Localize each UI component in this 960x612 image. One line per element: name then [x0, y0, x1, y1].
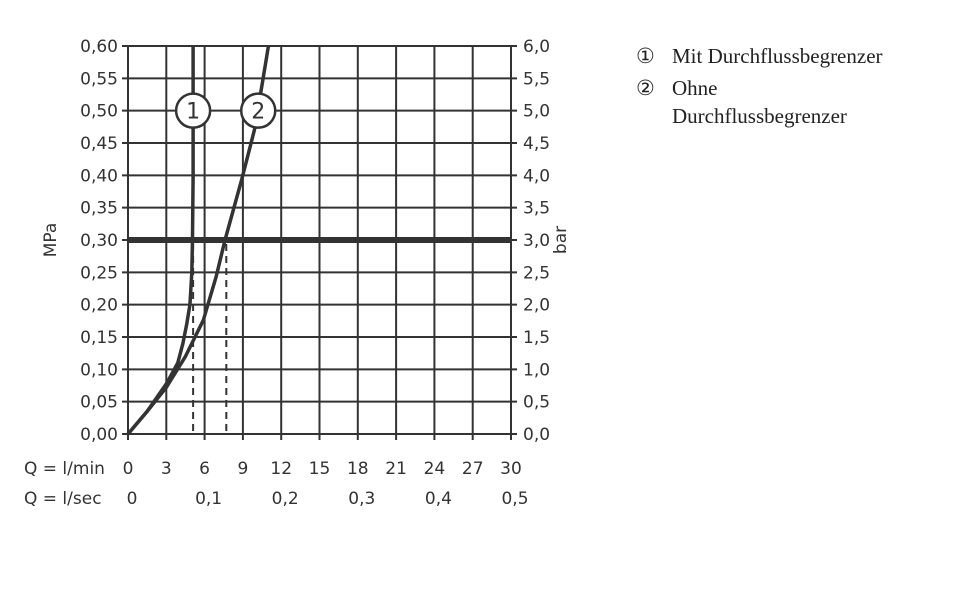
series-label-circle-2: [239, 92, 277, 129]
x2-tick-label: 0,2: [272, 489, 299, 509]
y-tick-label: 0,15: [80, 328, 118, 348]
legend: ① Mit Durchflussbegrenzer ② Ohne Durchfl…: [636, 42, 892, 134]
y-tick-label: 0,05: [80, 393, 118, 413]
series-label-1: 1: [186, 100, 200, 125]
y-tick-label: 0,60: [80, 37, 118, 57]
y2-tick-label: 6,0: [523, 37, 550, 57]
x-tick-label: 12: [270, 459, 292, 479]
y2-tick-label: 3,5: [523, 199, 550, 219]
y2-tick-label: 4,0: [523, 166, 550, 186]
y-tick-label: 0,50: [80, 102, 118, 122]
y-tick-label: 0,00: [80, 425, 118, 445]
x2-tick-label: 0,3: [348, 489, 375, 509]
legend-number: ①: [636, 44, 655, 68]
y-tick-label: 0,40: [80, 166, 118, 186]
y-tick-label: 0,30: [80, 231, 118, 251]
y-tick-label: 0,35: [80, 199, 118, 219]
y2-tick-label: 1,5: [523, 328, 550, 348]
x-tick-label: 21: [385, 459, 407, 479]
y-tick-label: 0,25: [80, 263, 118, 283]
y-tick-label: 0,45: [80, 134, 118, 154]
x2-tick-label: 0,5: [501, 489, 528, 509]
y-tick-label: 0,10: [80, 360, 118, 380]
legend-text: Mit Durchflussbegrenzer: [672, 44, 883, 68]
y2-axis-label: bar: [551, 226, 571, 254]
y2-tick-label: 2,0: [523, 296, 550, 316]
y2-tick-label: 1,0: [523, 360, 550, 380]
y-tick-label: 0,20: [80, 296, 118, 316]
x-tick-label: 6: [199, 459, 210, 479]
x-tick-label: 24: [424, 459, 446, 479]
x2-tick-label: 0,4: [425, 489, 452, 509]
legend-item-2: ② Ohne Durchflussbegrenzer: [636, 74, 892, 130]
y2-tick-label: 0,0: [523, 425, 550, 445]
x-tick-label: 3: [161, 459, 172, 479]
y2-tick-label: 5,5: [523, 69, 550, 89]
x-axis-label: Q = l/min: [24, 459, 105, 479]
y2-tick-label: 3,0: [523, 231, 550, 251]
y2-tick-label: 4,5: [523, 134, 550, 154]
x-tick-label: 18: [347, 459, 369, 479]
y2-tick-label: 5,0: [523, 102, 550, 122]
x2-tick-label: 0: [127, 489, 138, 509]
legend-number: ②: [636, 76, 655, 100]
x-tick-label: 9: [237, 459, 248, 479]
x2-axis-label: Q = l/sec: [24, 489, 102, 509]
x-tick-label: 30: [500, 459, 522, 479]
series-label-2: 2: [251, 100, 265, 125]
x2-tick-label: 0,1: [195, 489, 222, 509]
y2-tick-label: 0,5: [523, 393, 550, 413]
legend-item-1: ① Mit Durchflussbegrenzer: [636, 42, 892, 70]
x-tick-label: 27: [462, 459, 484, 479]
y2-tick-label: 2,5: [523, 263, 550, 283]
series-label-circle-1: [174, 92, 212, 129]
legend-text: Ohne Durchflussbegrenzer: [672, 76, 847, 128]
x-tick-label: 0: [123, 459, 134, 479]
x-tick-label: 15: [309, 459, 331, 479]
y-axis-label: MPa: [41, 223, 61, 258]
y-tick-label: 0,55: [80, 69, 118, 89]
